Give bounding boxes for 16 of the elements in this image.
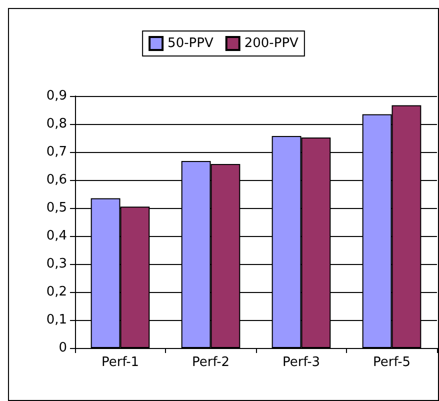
- y-tick-label: 0,5: [46, 200, 67, 216]
- x-tick-label: Perf-3: [282, 355, 320, 370]
- y-tick-label: 0,1: [46, 312, 67, 328]
- y-tick-label: 0: [58, 340, 67, 356]
- x-tick-label: Perf-1: [101, 355, 140, 370]
- y-tick-label: 0,7: [46, 144, 67, 160]
- y-tick-label: 0,9: [46, 88, 67, 104]
- y-tick-label: 0,8: [46, 116, 67, 132]
- y-tick-label: 0,3: [46, 256, 67, 272]
- legend-label: 200-PPV: [244, 36, 299, 51]
- y-tick-label: 0,4: [46, 228, 67, 244]
- x-tick-label: Perf-2: [192, 355, 230, 370]
- y-tick-label: 0,6: [46, 172, 67, 188]
- y-tick-label: 0,2: [46, 284, 67, 300]
- x-tick-label: Perf-5: [372, 355, 411, 370]
- legend-label: 50-PPV: [168, 36, 214, 51]
